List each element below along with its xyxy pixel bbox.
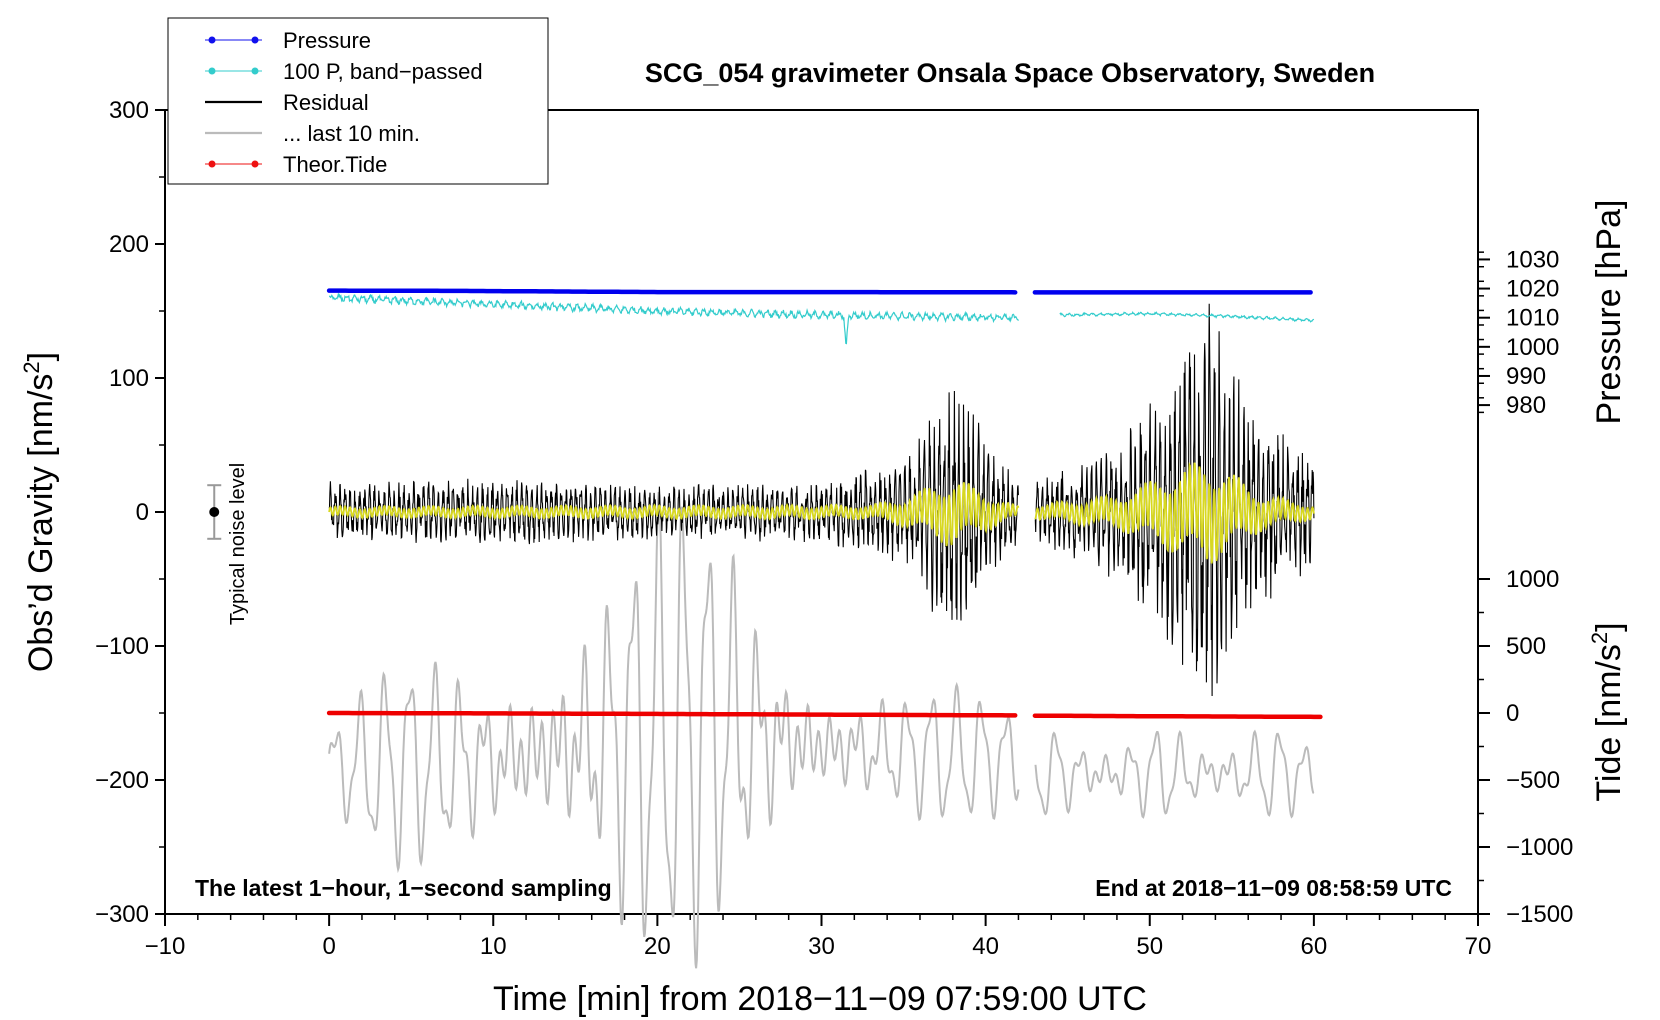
tide-tick-label: 0 xyxy=(1506,700,1519,727)
series-residual-line xyxy=(328,390,1019,621)
tide-tick-label: 500 xyxy=(1506,633,1546,660)
series-last-10-min-line xyxy=(1034,729,1315,819)
legend-item: ... last 10 min. xyxy=(205,121,420,146)
bottom-tick-label: −10 xyxy=(145,933,186,960)
y-axis-label-tide: Tide [nm/s2] xyxy=(1587,622,1628,801)
noise-level-label: Typical noise level xyxy=(227,463,249,625)
legend-marker xyxy=(251,36,259,44)
series-tide-line xyxy=(1032,713,1323,720)
tide-tick-label: −1500 xyxy=(1506,901,1573,928)
left-tick-label: 200 xyxy=(109,231,149,258)
series-last-10-min-line xyxy=(328,491,1020,969)
legend-item: Theor.Tide xyxy=(205,152,387,177)
legend-item: 100 P, band−passed xyxy=(205,59,483,84)
tide-tick-label: 1000 xyxy=(1506,566,1559,593)
noise-level-dot xyxy=(209,507,220,517)
left-tick-label: −300 xyxy=(95,901,149,928)
pressure-tick-label: 990 xyxy=(1506,363,1546,390)
pressure-tick-label: 1020 xyxy=(1506,276,1559,303)
series-pressure-line xyxy=(326,288,1018,295)
noise-level-indicator: Typical noise level xyxy=(207,463,249,625)
legend-marker xyxy=(208,67,216,75)
bottom-tick-label: 40 xyxy=(972,933,999,960)
series-pressure-bandpassed-line xyxy=(1059,310,1315,323)
legend-item: Residual xyxy=(205,90,369,115)
series-tide-line xyxy=(326,710,1018,718)
annotation-sampling: The latest 1−hour, 1−second sampling xyxy=(195,875,612,901)
series-layer xyxy=(326,288,1323,969)
legend-label: ... last 10 min. xyxy=(283,121,420,146)
legend-label: Pressure xyxy=(283,28,371,53)
left-tick-label: 0 xyxy=(136,499,149,526)
bottom-tick-label: 0 xyxy=(322,933,335,960)
bottom-axis-ticks: −10 0 10 20 30 40 50 60 70 xyxy=(145,914,1492,960)
y-axis-label-pressure: Pressure [hPa] xyxy=(1590,200,1628,425)
pressure-tick-label: 1010 xyxy=(1506,305,1559,332)
series-residual-lowpass-line xyxy=(1034,462,1315,564)
left-tick-label: 300 xyxy=(109,97,149,124)
pressure-tick-label: 1030 xyxy=(1506,246,1559,273)
annotation-end-time: End at 2018−11−09 08:58:59 UTC xyxy=(1095,875,1452,901)
left-tick-label: −200 xyxy=(95,767,149,794)
series-pressure-bandpassed-line xyxy=(328,292,1019,345)
legend: Pressure 100 P, band−passed Residual ... la… xyxy=(167,17,549,185)
tide-axis-ticks: 1000 500 0 −500 −1000 −1500 xyxy=(1478,566,1573,928)
legend-label: 100 P, band−passed xyxy=(283,59,483,84)
bottom-tick-label: 30 xyxy=(808,933,835,960)
bottom-tick-label: 60 xyxy=(1301,933,1328,960)
legend-marker xyxy=(208,36,216,44)
legend-label: Theor.Tide xyxy=(283,152,387,177)
x-axis-label: Time [min] from 2018−11−09 07:59:00 UTC xyxy=(493,980,1147,1018)
y-axis-label-gravity: Obs’d Gravity [nm/s2] xyxy=(19,352,60,672)
tide-tick-label: −500 xyxy=(1506,767,1560,794)
bottom-tick-label: 50 xyxy=(1136,933,1163,960)
bottom-tick-label: 70 xyxy=(1465,933,1492,960)
legend-label: Residual xyxy=(283,90,369,115)
left-axis-ticks: 300 200 100 0 −100 −200 −300 xyxy=(95,97,165,928)
legend-item: Pressure xyxy=(205,28,371,53)
left-tick-label: 100 xyxy=(109,365,149,392)
pressure-tick-label: 980 xyxy=(1506,392,1546,419)
legend-marker xyxy=(208,160,216,168)
legend-marker xyxy=(251,67,259,75)
series-residual-lowpass-line xyxy=(328,482,1020,547)
bottom-tick-label: 20 xyxy=(644,933,671,960)
bottom-tick-label: 10 xyxy=(480,933,507,960)
legend-marker xyxy=(251,160,259,168)
series-residual-line xyxy=(1034,303,1315,697)
tide-tick-label: −1000 xyxy=(1506,834,1573,861)
pressure-tick-label: 1000 xyxy=(1506,334,1559,361)
chart-title: SCG_054 gravimeter Onsala Space Observat… xyxy=(645,58,1375,88)
left-tick-label: −100 xyxy=(95,633,149,660)
